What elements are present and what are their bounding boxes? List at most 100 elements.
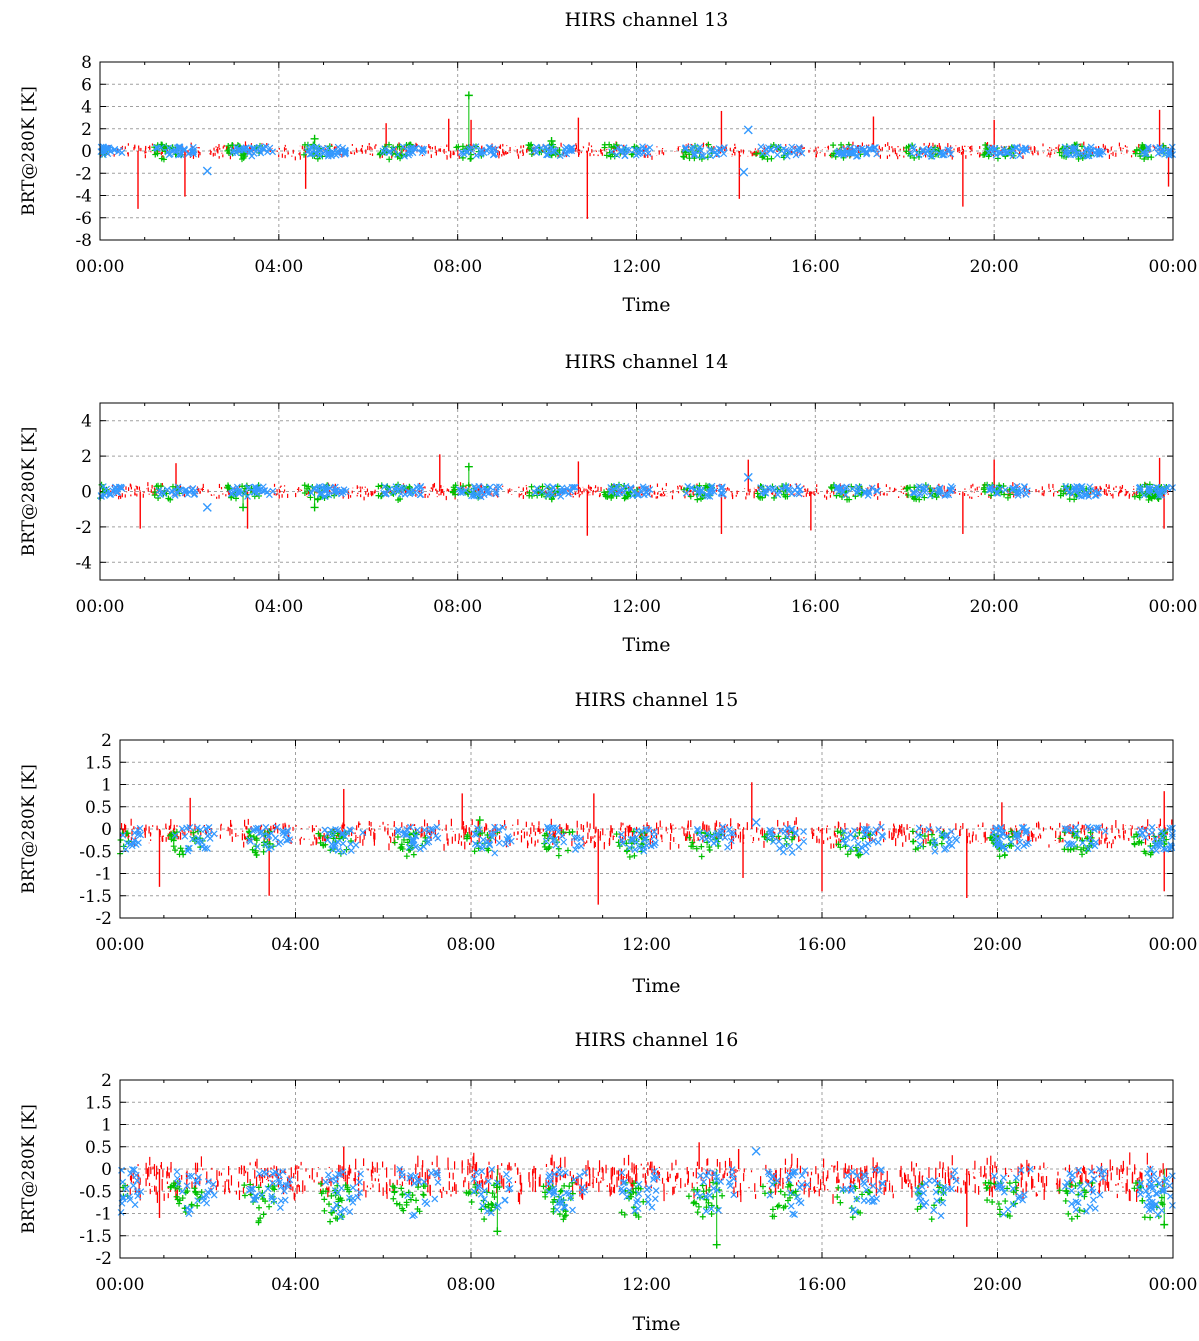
data-point	[411, 852, 417, 858]
data-point	[758, 144, 764, 150]
data-point	[556, 853, 562, 859]
data-point	[774, 152, 780, 158]
data-point	[311, 503, 319, 511]
data-point	[548, 137, 556, 145]
y-tick-label: 1.5	[85, 753, 112, 773]
data-point	[266, 492, 272, 498]
data-point	[740, 168, 748, 176]
y-tick-label: 0.5	[85, 798, 112, 818]
x-tick-label: 12:00	[612, 257, 661, 277]
data-point	[797, 487, 803, 493]
data-point	[725, 844, 731, 850]
data-point	[348, 848, 354, 854]
y-tick-label: -2	[75, 164, 92, 184]
y-tick-label: -4	[75, 187, 92, 207]
data-point	[793, 152, 799, 158]
data-point	[627, 854, 633, 860]
data-point	[404, 853, 410, 859]
data-point	[472, 848, 478, 854]
x-axis-label: Time	[622, 294, 670, 316]
y-tick-label: 2	[101, 731, 112, 751]
data-point	[465, 463, 473, 471]
data-point	[239, 503, 247, 511]
chart-title: HIRS channel 14	[565, 351, 729, 373]
data-point	[322, 827, 328, 833]
x-tick-label: 16:00	[798, 935, 847, 955]
x-tick-label: 00:00	[76, 257, 125, 277]
data-point	[855, 841, 861, 847]
x-tick-label: 00:00	[1149, 935, 1198, 955]
y-tick-label: 0	[81, 142, 92, 162]
data-point	[392, 840, 398, 846]
data-point	[789, 850, 795, 856]
data-point	[1002, 852, 1008, 858]
data-point	[801, 839, 807, 845]
data-point	[845, 851, 851, 857]
data-point	[787, 843, 793, 849]
x-tick-label: 00:00	[1149, 257, 1198, 277]
x-axis-label: Time	[622, 634, 670, 656]
data-point	[1015, 845, 1021, 851]
data-point	[529, 484, 535, 490]
data-point	[171, 843, 177, 849]
y-tick-label: 4	[81, 412, 92, 432]
data-point	[340, 841, 346, 847]
x-tick-label: 12:00	[622, 935, 671, 955]
y-axis-label: BRT@280K [K]	[19, 427, 39, 557]
data-point	[278, 839, 284, 845]
y-tick-label: 0	[81, 483, 92, 503]
y-axis-label: BRT@280K [K]	[19, 86, 39, 216]
y-tick-label: 6	[81, 75, 92, 95]
y-tick-label: -1.5	[79, 887, 112, 907]
series-blue	[98, 126, 1176, 176]
x-tick-label: 08:00	[433, 597, 482, 617]
data-point	[699, 854, 705, 860]
data-point	[952, 835, 958, 841]
chart-title: HIRS channel 13	[565, 9, 729, 31]
data-point	[765, 156, 771, 162]
x-tick-label: 16:00	[791, 597, 840, 617]
data-point	[631, 853, 637, 859]
x-tick-label: 20:00	[970, 257, 1019, 277]
data-point	[155, 495, 161, 501]
x-tick-label: 08:00	[433, 257, 482, 277]
data-point	[875, 839, 881, 845]
data-point	[830, 142, 836, 148]
y-tick-label: -1	[95, 865, 112, 885]
y-tick-label: -6	[75, 209, 92, 229]
data-point	[565, 847, 571, 853]
data-point	[172, 847, 178, 853]
data-point	[801, 829, 807, 835]
y-tick-label: 2	[81, 447, 92, 467]
y-tick-label: 1	[101, 776, 112, 796]
y-tick-label: 8	[81, 53, 92, 73]
data-point	[917, 841, 923, 847]
y-tick-label: 0	[101, 820, 112, 840]
data-point	[476, 816, 484, 824]
x-tick-label: 20:00	[970, 597, 1019, 617]
data-point	[311, 135, 319, 143]
data-point	[417, 492, 423, 498]
chart-panel-3: HIRS channel 15-2-1.5-1-0.500.511.5200:0…	[19, 689, 1198, 997]
x-tick-label: 16:00	[791, 257, 840, 277]
data-point	[744, 126, 752, 134]
y-tick-label: 2	[81, 120, 92, 140]
x-tick-label: 00:00	[76, 597, 125, 617]
x-tick-label: 04:00	[254, 597, 303, 617]
data-point	[467, 156, 473, 162]
x-tick-label: 04:00	[271, 935, 320, 955]
data-point	[705, 142, 711, 148]
y-tick-label: -4	[75, 553, 92, 573]
y-tick-label: -2	[95, 909, 112, 929]
data-point	[929, 832, 935, 838]
data-point	[1079, 851, 1085, 857]
data-point	[878, 824, 884, 830]
x-tick-label: 08:00	[447, 935, 496, 955]
x-tick-label: 00:00	[96, 935, 145, 955]
x-tick-label: 00:00	[1149, 597, 1198, 617]
chart-title: HIRS channel 15	[575, 689, 739, 711]
x-tick-label: 04:00	[254, 257, 303, 277]
